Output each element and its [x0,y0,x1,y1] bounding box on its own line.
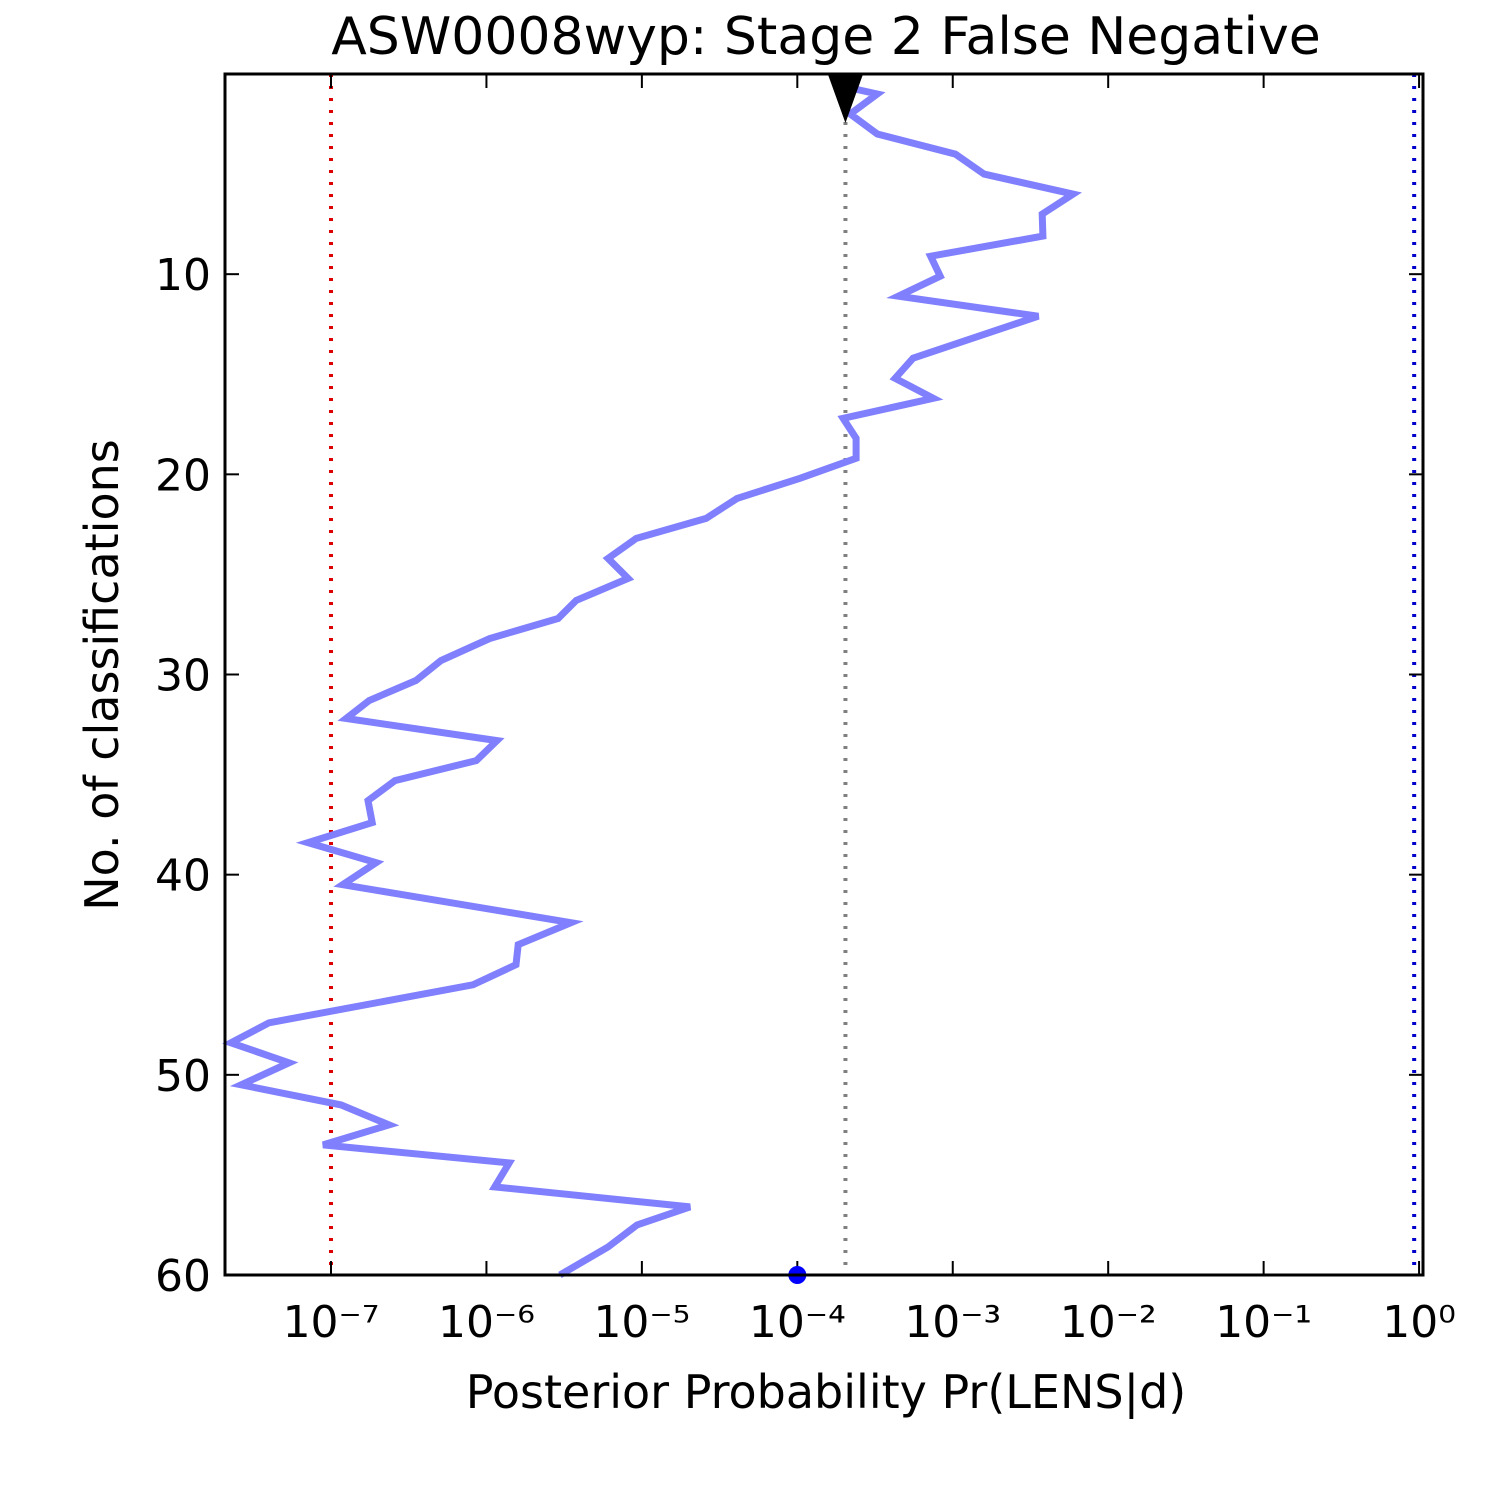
x-tick-label: 10⁻⁴ [749,1297,846,1348]
x-axis-label: Posterior Probability Pr(LENS|d) [466,1365,1186,1420]
marker [827,73,864,124]
x-tick-label: 10⁰ [1382,1297,1456,1348]
y-tick-label: 50 [155,1051,211,1102]
x-tick-label: 10⁻¹ [1215,1297,1312,1348]
x-tick-label: 10⁻⁶ [438,1297,535,1348]
plot-frame [223,72,1425,1277]
x-tick-label: 10⁻³ [904,1297,1001,1348]
y-tick-label: 40 [155,851,211,902]
x-tick-label: 10⁻⁷ [283,1297,380,1348]
y-axis-label: No. of classifications [75,439,129,910]
y-tick-label: 60 [155,1251,211,1302]
x-tick-label: 10⁻⁵ [593,1297,690,1348]
y-tick-label: 30 [155,651,211,702]
y-tick-label: 20 [155,450,211,501]
y-tick-label: 10 [155,250,211,301]
x-tick-label: 10⁻² [1060,1297,1157,1348]
data-line [222,84,1082,1279]
chart-title: ASW0008wyp: Stage 2 False Negative [331,7,1321,67]
